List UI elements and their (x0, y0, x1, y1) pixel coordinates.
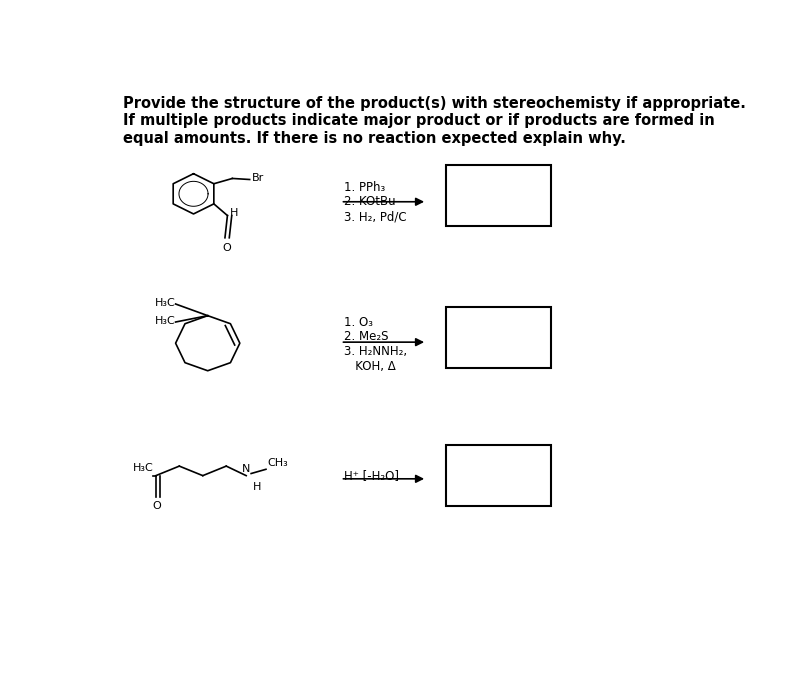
Text: H₃C: H₃C (155, 298, 176, 308)
Text: 3. H₂NNH₂,: 3. H₂NNH₂, (344, 345, 406, 358)
Text: O: O (222, 243, 231, 253)
Text: O: O (153, 501, 162, 511)
Text: Br: Br (252, 173, 265, 184)
Text: 1. O₃: 1. O₃ (344, 316, 373, 329)
Text: H: H (253, 482, 261, 493)
Text: H⁺ [-H₂O]: H⁺ [-H₂O] (344, 469, 398, 482)
Bar (446, 164, 551, 226)
Text: KOH, Δ: KOH, Δ (344, 360, 395, 373)
Text: 3. H₂, Pd/C: 3. H₂, Pd/C (344, 211, 406, 223)
Bar (446, 445, 551, 506)
Bar (446, 307, 551, 367)
Text: N: N (242, 464, 250, 473)
Text: H₃C: H₃C (155, 316, 176, 326)
Text: 2. KOtBu: 2. KOtBu (344, 195, 395, 208)
Text: 2. Me₂S: 2. Me₂S (344, 330, 388, 343)
Text: CH₃: CH₃ (268, 458, 289, 468)
Text: 1. PPh₃: 1. PPh₃ (344, 180, 385, 193)
Text: H₃C: H₃C (133, 463, 154, 473)
Text: Provide the structure of the product(s) with stereochemisty if appropriate.
If m: Provide the structure of the product(s) … (123, 96, 746, 146)
Text: H: H (230, 208, 238, 218)
